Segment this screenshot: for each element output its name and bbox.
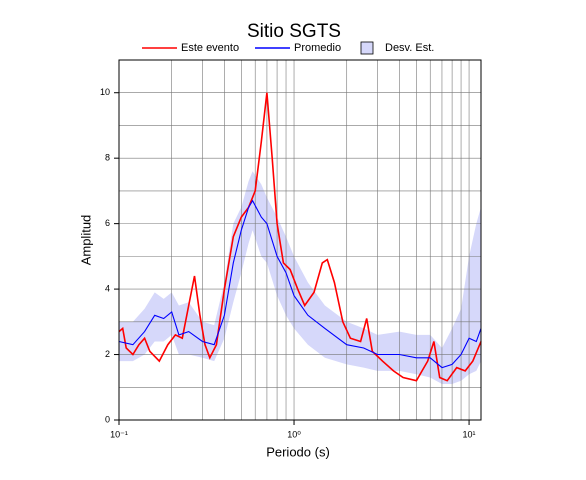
x-tick-label: 10⁰ (287, 429, 301, 439)
y-tick-label: 2 (105, 349, 110, 359)
y-tick-label: 10 (100, 87, 110, 97)
legend-label: Promedio (294, 42, 341, 54)
line-series (118, 92, 482, 382)
plot-frame (118, 59, 482, 421)
std-band (119, 171, 481, 384)
y-tick-label: 4 (105, 283, 110, 293)
line-series (118, 199, 482, 369)
legend-swatch (360, 41, 374, 55)
legend-label: Este evento (181, 42, 239, 54)
chart-title: Sitio SGTS (247, 21, 341, 42)
x-tick-label: 10¹ (463, 429, 476, 439)
x-axis-label: Periodo (s) (266, 444, 330, 459)
legend-label: Desv. Est. (385, 42, 434, 54)
y-axis-label: Amplitud (78, 215, 93, 266)
y-tick-label: 6 (105, 218, 110, 228)
x-tick-label: 10⁻¹ (110, 429, 128, 439)
y-tick-label: 0 (105, 414, 110, 424)
y-tick-label: 8 (105, 153, 110, 163)
